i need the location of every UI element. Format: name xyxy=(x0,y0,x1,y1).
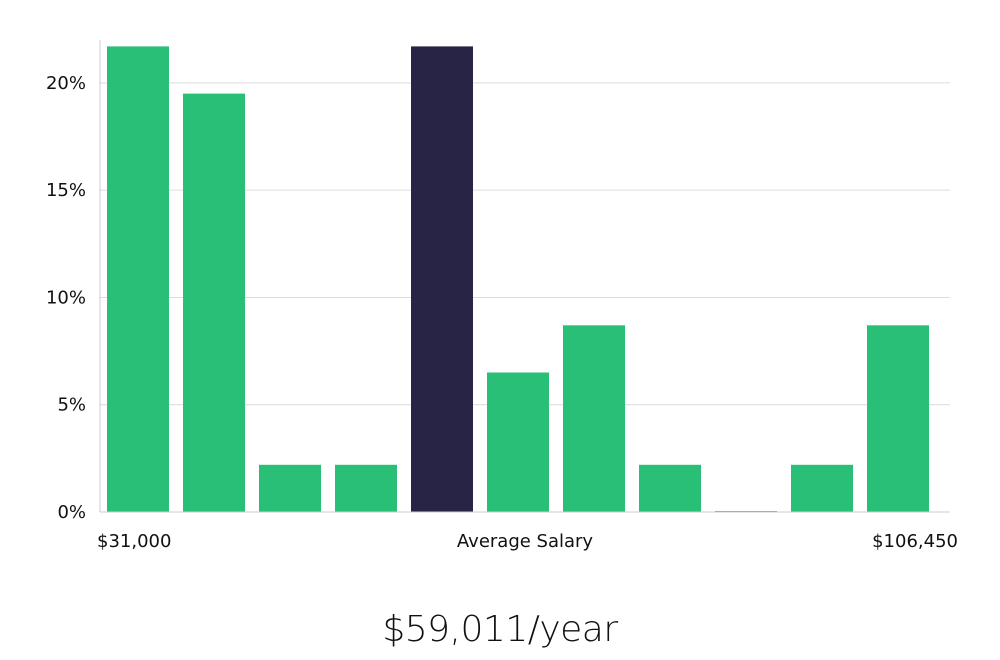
y-tick-label: 15% xyxy=(46,180,86,201)
average-salary-value: $59,011/year xyxy=(382,609,618,650)
bars xyxy=(107,46,929,513)
bar xyxy=(563,325,625,512)
y-tick-label: 10% xyxy=(46,287,86,308)
salary-distribution-chart: 0% 5% 10% 15% 20% $31,000 Average Salary $10… xyxy=(46,40,958,552)
bar xyxy=(487,372,549,512)
x-label-min-salary: $31,000 xyxy=(97,531,171,552)
x-axis-labels: $31,000 Average Salary $106,450 xyxy=(97,531,958,552)
y-tick-label: 20% xyxy=(46,73,86,94)
y-tick-labels: 0% 5% 10% 15% 20% xyxy=(46,73,86,523)
x-label-average-salary: Average Salary xyxy=(457,531,594,552)
bar xyxy=(183,93,245,512)
y-tick-label: 5% xyxy=(57,395,86,416)
axes xyxy=(99,40,950,513)
bar xyxy=(259,464,321,512)
bar xyxy=(867,325,929,512)
y-tick-label: 0% xyxy=(57,502,86,523)
x-label-max-salary: $106,450 xyxy=(872,531,958,552)
bar-average-salary xyxy=(411,46,473,513)
bar xyxy=(335,464,397,512)
bar xyxy=(791,464,853,512)
bar xyxy=(639,464,701,512)
bar xyxy=(107,46,169,513)
